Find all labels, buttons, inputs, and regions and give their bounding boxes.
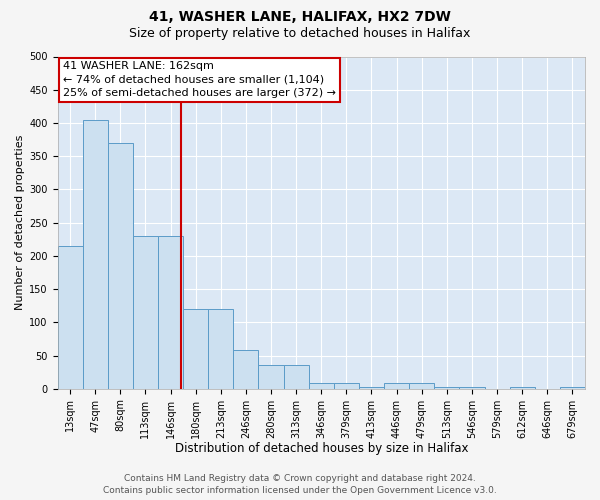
- X-axis label: Distribution of detached houses by size in Halifax: Distribution of detached houses by size …: [175, 442, 468, 455]
- Bar: [284, 366, 308, 388]
- Bar: [158, 236, 183, 388]
- Text: 41, WASHER LANE, HALIFAX, HX2 7DW: 41, WASHER LANE, HALIFAX, HX2 7DW: [149, 10, 451, 24]
- Bar: [308, 384, 334, 388]
- Bar: [384, 384, 409, 388]
- Bar: [83, 120, 108, 388]
- Bar: [334, 384, 359, 388]
- Text: 41 WASHER LANE: 162sqm
← 74% of detached houses are smaller (1,104)
25% of semi-: 41 WASHER LANE: 162sqm ← 74% of detached…: [63, 62, 336, 98]
- Text: Contains HM Land Registry data © Crown copyright and database right 2024.
Contai: Contains HM Land Registry data © Crown c…: [103, 474, 497, 495]
- Bar: [108, 143, 133, 388]
- Bar: [58, 246, 83, 388]
- Bar: [208, 309, 233, 388]
- Y-axis label: Number of detached properties: Number of detached properties: [15, 135, 25, 310]
- Text: Size of property relative to detached houses in Halifax: Size of property relative to detached ho…: [130, 28, 470, 40]
- Bar: [233, 350, 259, 389]
- Bar: [409, 384, 434, 388]
- Bar: [133, 236, 158, 388]
- Bar: [259, 366, 284, 388]
- Bar: [183, 309, 208, 388]
